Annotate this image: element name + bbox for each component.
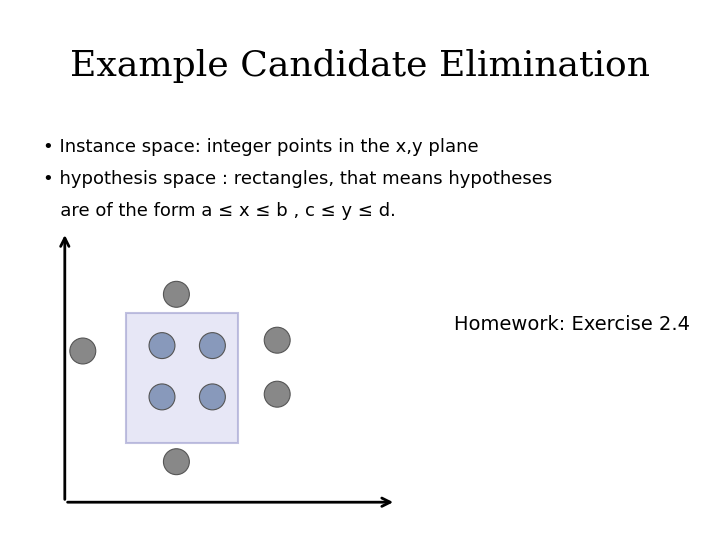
Ellipse shape: [199, 333, 225, 359]
Ellipse shape: [264, 381, 290, 407]
Text: are of the form a ≤ x ≤ b , c ≤ y ≤ d.: are of the form a ≤ x ≤ b , c ≤ y ≤ d.: [43, 202, 396, 220]
Ellipse shape: [70, 338, 96, 364]
Bar: [126, 313, 238, 443]
Text: • hypothesis space : rectangles, that means hypotheses: • hypothesis space : rectangles, that me…: [43, 170, 552, 188]
Text: • Instance space: integer points in the x,y plane: • Instance space: integer points in the …: [43, 138, 479, 156]
Ellipse shape: [163, 449, 189, 475]
Ellipse shape: [149, 384, 175, 410]
Ellipse shape: [264, 327, 290, 353]
Ellipse shape: [163, 281, 189, 307]
Text: Homework: Exercise 2.4: Homework: Exercise 2.4: [454, 314, 690, 334]
Ellipse shape: [149, 333, 175, 359]
Text: Example Candidate Elimination: Example Candidate Elimination: [70, 49, 650, 83]
Ellipse shape: [199, 384, 225, 410]
